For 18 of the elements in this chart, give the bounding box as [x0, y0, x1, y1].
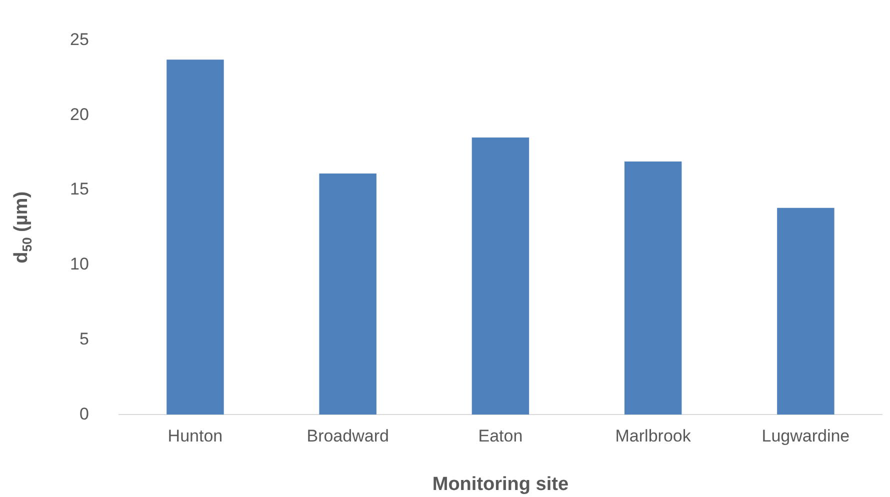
bar	[624, 162, 682, 415]
y-tick-label: 10	[70, 254, 89, 274]
x-tick-label: Marlbrook	[615, 426, 692, 446]
y-tick-label: 20	[70, 104, 89, 124]
x-tick-label: Broadward	[306, 426, 389, 446]
bar	[777, 208, 834, 415]
y-axis-title: d50 (µm)	[11, 191, 34, 264]
y-tick-label: 15	[70, 180, 89, 199]
bar	[472, 138, 530, 415]
bar	[319, 173, 376, 415]
x-tick-label: Lugwardine	[762, 426, 850, 446]
y-tick-label: 25	[70, 30, 89, 49]
x-tick-label: Eaton	[478, 426, 523, 446]
bar	[166, 60, 224, 415]
x-tick-label: Hunton	[168, 426, 223, 446]
y-tick-label: 0	[79, 404, 89, 424]
y-tick-label: 5	[79, 329, 89, 348]
x-axis-title: Monitoring site	[432, 474, 569, 496]
